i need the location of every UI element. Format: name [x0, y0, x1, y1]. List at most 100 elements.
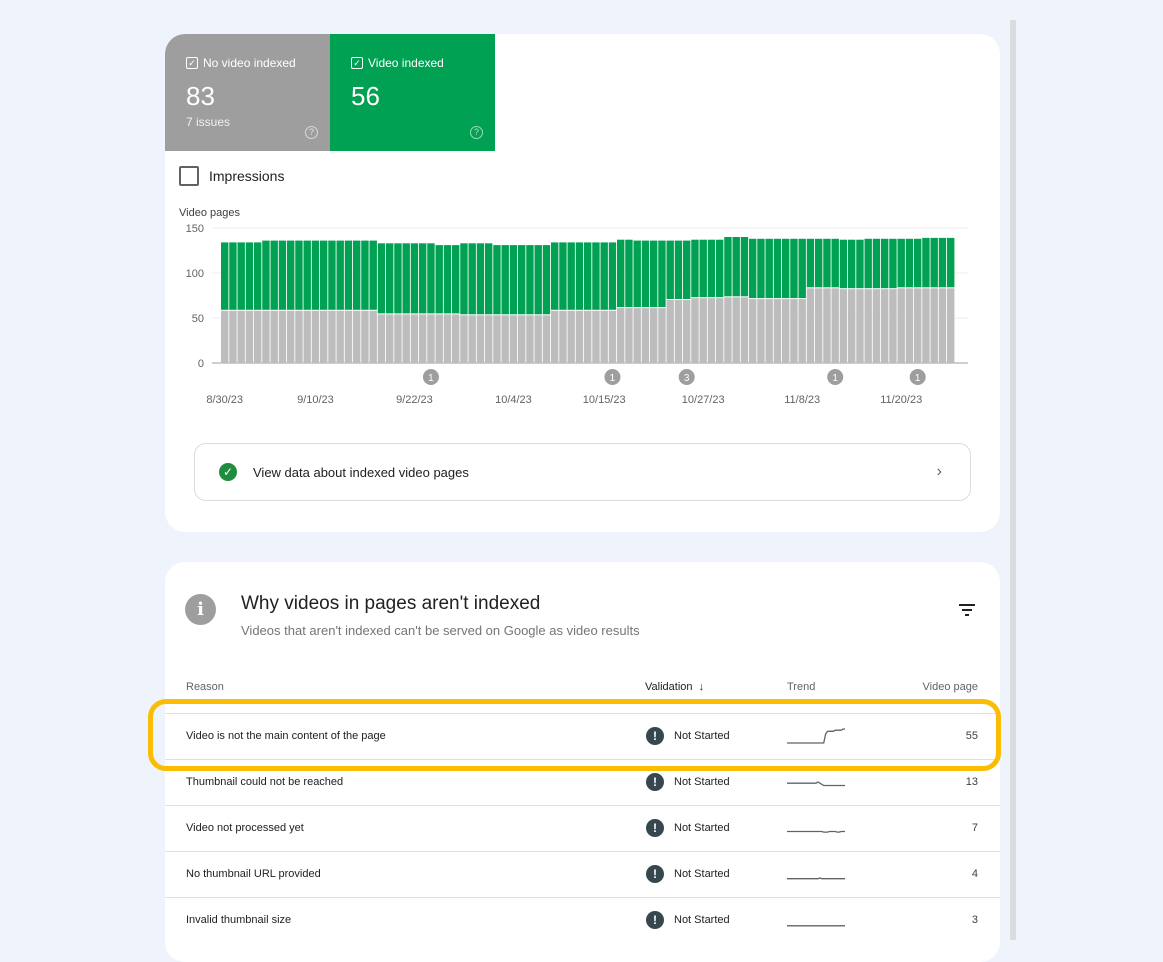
bar-indexed [740, 237, 749, 297]
bar-not-indexed [295, 310, 303, 363]
bar-indexed [229, 242, 237, 310]
bar-not-indexed [790, 299, 798, 363]
bar-indexed [674, 240, 683, 299]
bar-not-indexed [724, 297, 732, 363]
metric-no-video-indexed[interactable]: ✓ No video indexed 83 7 issues ? [165, 34, 330, 151]
bar-indexed [905, 238, 914, 288]
info-icon: i [185, 594, 216, 625]
bar-not-indexed [410, 314, 419, 363]
bar-not-indexed [559, 310, 567, 363]
bar-indexed [848, 239, 856, 289]
checkbox-unchecked-icon[interactable] [179, 166, 199, 186]
bar-not-indexed [765, 299, 773, 363]
table-row[interactable]: Invalid thumbnail size ! Not Started 3 [165, 897, 1000, 944]
bar-not-indexed [575, 310, 584, 363]
row-reason: Video not processed yet [186, 822, 304, 834]
bar-indexed [254, 242, 262, 310]
view-indexed-pages-button[interactable]: ✓ View data about indexed video pages › [194, 443, 971, 501]
row-trend-sparkline [787, 830, 845, 833]
warning-icon: ! [646, 911, 664, 929]
bar-not-indexed [600, 310, 608, 363]
bar-indexed [889, 238, 897, 289]
row-validation: Not Started [674, 914, 730, 926]
bar-indexed [419, 243, 427, 314]
bar-not-indexed [831, 288, 839, 363]
bar-not-indexed [229, 310, 237, 363]
help-icon[interactable]: ? [470, 126, 483, 139]
bar-indexed [493, 245, 501, 315]
bar-indexed [369, 240, 377, 310]
checkbox-checked-icon[interactable]: ✓ [351, 57, 363, 69]
row-reason: Invalid thumbnail size [186, 914, 292, 926]
bar-indexed [947, 237, 955, 288]
bar-not-indexed [674, 300, 683, 363]
bar-indexed [509, 245, 518, 315]
metric-video-indexed[interactable]: ✓ Video indexed 56 ? [330, 34, 495, 151]
impressions-checkbox[interactable]: Impressions [179, 166, 284, 186]
bar-not-indexed [881, 289, 889, 363]
column-header-count[interactable]: Video page [922, 681, 978, 693]
bar-indexed [872, 238, 881, 289]
bar-not-indexed [617, 308, 625, 363]
bar-not-indexed [773, 299, 782, 363]
metric-sub: 7 issues [186, 115, 231, 129]
sparkline [787, 781, 845, 787]
table-row[interactable]: Video not processed yet ! Not Started 7 [165, 805, 1000, 852]
bar-not-indexed [361, 310, 369, 363]
bar-not-indexed [394, 314, 402, 363]
scrollbar[interactable] [1010, 20, 1016, 940]
bar-indexed [815, 238, 823, 288]
bar-indexed [542, 245, 551, 315]
bar-not-indexed [377, 314, 386, 363]
chevron-right-icon: › [936, 463, 942, 480]
bar-indexed [831, 238, 839, 288]
bar-indexed [749, 238, 757, 299]
bar-not-indexed [584, 310, 592, 363]
row-validation: Not Started [674, 868, 730, 880]
bar-not-indexed [922, 288, 930, 363]
bar-indexed [716, 239, 724, 298]
bar-not-indexed [749, 299, 757, 363]
annotation-marker [827, 369, 844, 385]
column-header-validation[interactable]: Validation ↓ [645, 681, 704, 693]
bar-not-indexed [864, 289, 872, 363]
bar-indexed [724, 237, 732, 297]
table-row[interactable]: Video is not the main content of the pag… [165, 713, 1000, 760]
annotation-label: 1 [915, 373, 921, 384]
checkbox-checked-icon[interactable]: ✓ [186, 57, 198, 69]
bar-not-indexed [930, 288, 938, 363]
bar-not-indexed [914, 288, 922, 363]
bar-indexed [303, 240, 311, 310]
bar-not-indexed [848, 289, 856, 363]
y-tick-label: 0 [198, 358, 204, 370]
bar-indexed [336, 240, 344, 310]
y-tick-label: 50 [192, 313, 204, 325]
bar-not-indexed [815, 288, 823, 363]
bar-indexed [938, 237, 947, 288]
help-icon[interactable]: ? [305, 126, 318, 139]
bar-indexed [394, 243, 402, 314]
bar-not-indexed [303, 310, 311, 363]
bar-indexed [683, 240, 691, 299]
bar-not-indexed [278, 310, 287, 363]
filter-icon[interactable] [958, 604, 976, 619]
table-row[interactable]: No thumbnail URL provided ! Not Started … [165, 851, 1000, 898]
bar-indexed [608, 242, 617, 310]
bar-indexed [287, 240, 295, 310]
bar-indexed [691, 239, 699, 298]
bar-indexed [320, 240, 328, 310]
bar-indexed [633, 240, 641, 308]
bar-not-indexed [419, 314, 427, 363]
bar-indexed [625, 239, 633, 308]
bar-not-indexed [460, 315, 468, 363]
bar-indexed [567, 242, 575, 310]
bar-not-indexed [592, 310, 600, 363]
bar-indexed [427, 243, 435, 314]
bar-not-indexed [806, 288, 815, 363]
bar-indexed [443, 245, 452, 314]
bar-indexed [526, 245, 534, 315]
bar-indexed [435, 245, 443, 314]
column-header-reason[interactable]: Reason [186, 681, 224, 693]
table-row[interactable]: Thumbnail could not be reached ! Not Sta… [165, 759, 1000, 806]
column-label: Validation [645, 681, 693, 693]
